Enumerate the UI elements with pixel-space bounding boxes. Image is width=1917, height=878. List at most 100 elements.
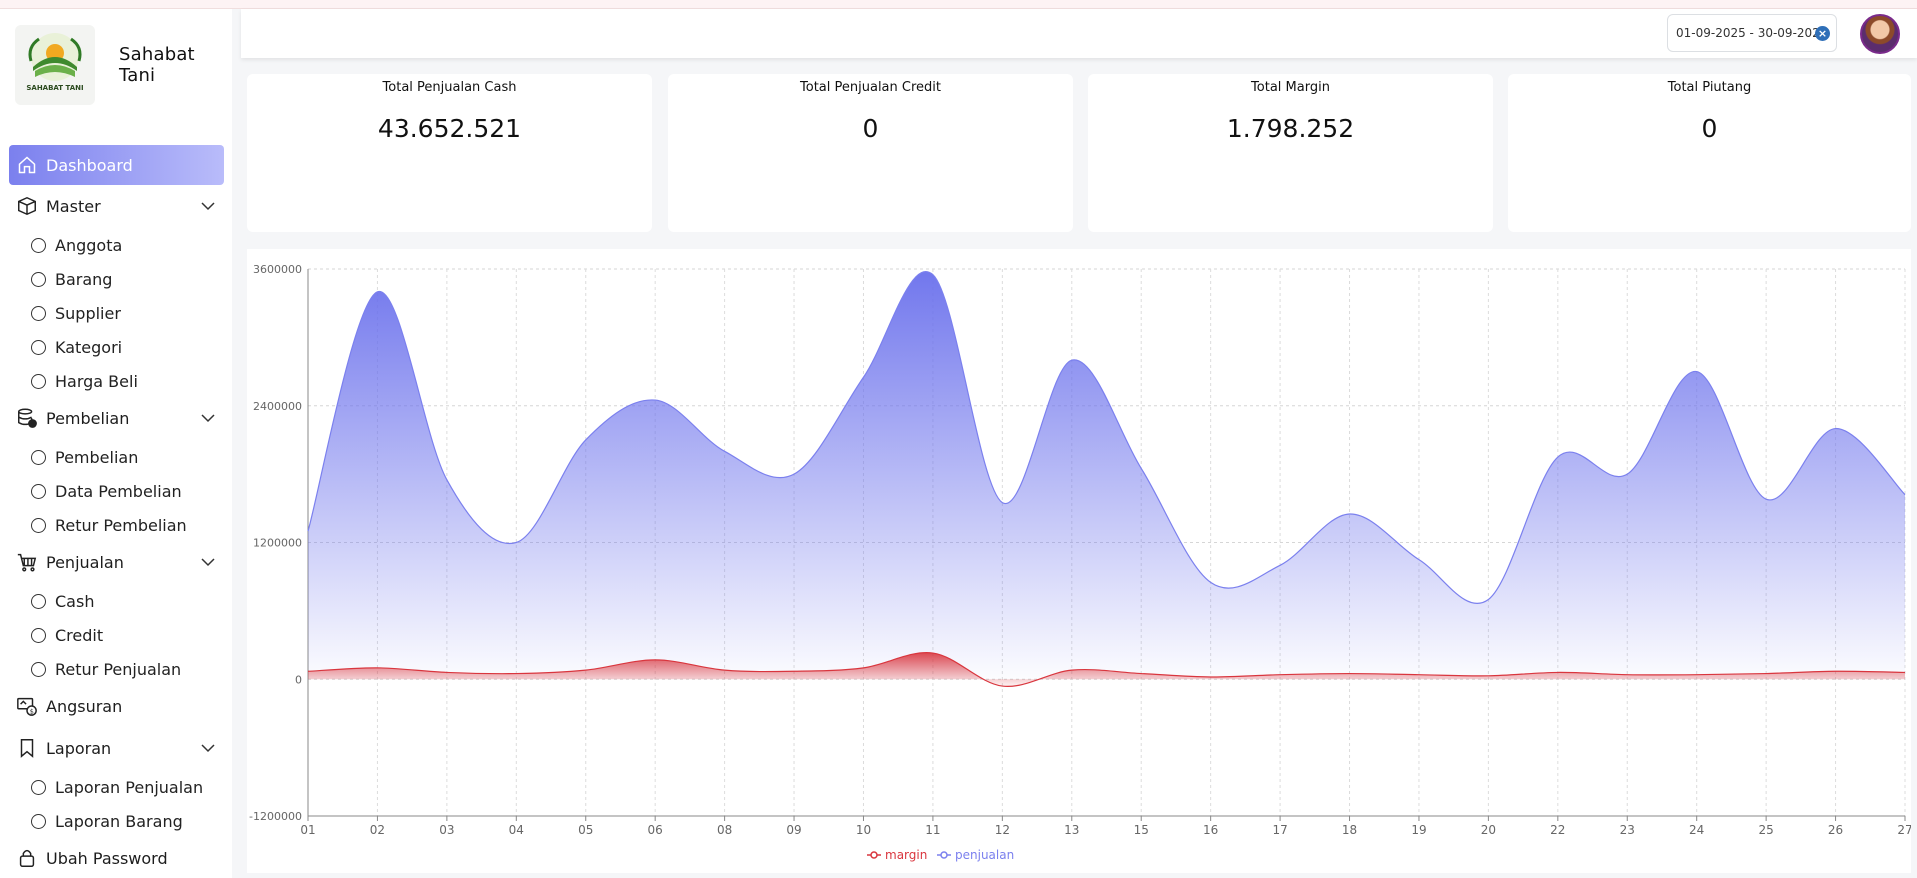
bookmark-icon [16, 737, 38, 759]
sidebar-subitem-retur-penjualan[interactable]: Retur Penjualan [31, 654, 181, 684]
sidebar-item-label: Master [46, 196, 101, 216]
stat-card-label: Total Penjualan Credit [800, 80, 941, 95]
y-tick-label: 1200000 [253, 537, 302, 550]
sidebar-item-label: Pembelian [46, 408, 130, 428]
stat-card-penjualan-cash: Total Penjualan Cash 43.652.521 [247, 74, 652, 232]
x-tick-label: 27 [1897, 823, 1911, 837]
series-area-margin [308, 652, 1905, 687]
chevron-down-icon [201, 744, 215, 753]
circle-icon [31, 661, 46, 677]
sidebar-subitem-label: Cash [55, 591, 95, 611]
cart-icon [16, 551, 38, 573]
x-tick-label: 02 [370, 823, 385, 837]
stat-card-penjualan-credit: Total Penjualan Credit 0 [668, 74, 1073, 232]
installment-icon: $ [16, 695, 38, 717]
chevron-down-icon [201, 202, 215, 211]
circle-icon [31, 305, 46, 321]
sidebar-subitem-barang[interactable]: Barang [31, 264, 112, 294]
x-tick-label: 16 [1203, 823, 1218, 837]
sidebar-item-ubah-password[interactable]: Ubah Password [9, 838, 224, 878]
brand-logo: SAHABAT TANI [15, 25, 95, 105]
x-tick-label: 06 [648, 823, 663, 837]
y-tick-label: 3600000 [253, 263, 302, 276]
sidebar-subitem-cash[interactable]: Cash [31, 586, 94, 616]
sidebar-subitem-label: Credit [55, 625, 104, 645]
x-tick-label: 08 [717, 823, 732, 837]
x-tick-label: 26 [1828, 823, 1843, 837]
clear-icon[interactable]: × [1815, 26, 1830, 41]
x-tick-label: 01 [300, 823, 315, 837]
circle-icon [31, 449, 46, 465]
lock-icon [16, 847, 38, 869]
sidebar-subitem-laporan-penjualan[interactable]: Laporan Penjualan [31, 772, 203, 802]
x-tick-label: 03 [439, 823, 454, 837]
stat-card-label: Total Margin [1251, 80, 1330, 95]
x-tick-label: 25 [1758, 823, 1773, 837]
sales-chart: 3600000 2400000 1200000 0 -1200000 01 02 03 04 05… [247, 249, 1913, 873]
circle-icon [31, 373, 46, 389]
date-range-picker[interactable]: 01-09-2025 - 30-09-2025 × [1667, 14, 1837, 52]
sidebar-subitem-kategori[interactable]: Kategori [31, 332, 122, 362]
x-tick-label: 22 [1550, 823, 1565, 837]
sidebar-subitem-label: Anggota [55, 235, 123, 255]
sidebar-item-master[interactable]: Master [9, 186, 224, 226]
sidebar-subitem-label: Kategori [55, 337, 123, 357]
chevron-down-icon [201, 558, 215, 567]
y-tick-label: -1200000 [249, 810, 302, 823]
series-area-penjualan [308, 271, 1905, 680]
brand[interactable]: SAHABAT TANI Sahabat Tani [15, 22, 230, 108]
sidebar-item-label: Penjualan [46, 552, 124, 572]
sidebar-subitem-label: Retur Pembelian [55, 515, 187, 535]
circle-icon [31, 237, 46, 253]
top-strip [0, 0, 1917, 9]
sidebar-item-angsuran[interactable]: $ Angsuran [9, 686, 224, 726]
x-tick-label: 10 [856, 823, 871, 837]
circle-icon [31, 339, 46, 355]
stat-card-label: Total Piutang [1667, 80, 1752, 95]
database-icon [16, 407, 38, 429]
x-tick-label: 20 [1481, 823, 1496, 837]
home-icon [16, 154, 38, 176]
sidebar-subitem-label: Harga Beli [55, 371, 138, 391]
sidebar-subitem-label: Laporan Barang [55, 811, 183, 831]
avatar[interactable] [1860, 14, 1900, 54]
sidebar-subitem-retur-pembelian[interactable]: Retur Pembelian [31, 510, 187, 540]
sidebar-subitem-label: Retur Penjualan [55, 659, 182, 679]
legend-label: margin [885, 848, 927, 862]
circle-icon [31, 517, 46, 533]
circle-icon [31, 483, 46, 499]
sidebar-item-penjualan[interactable]: Penjualan [9, 542, 224, 582]
sidebar-subitem-harga-beli[interactable]: Harga Beli [31, 366, 138, 396]
sidebar: SAHABAT TANI Sahabat Tani Dashboard Mast… [0, 9, 232, 878]
sidebar-subitem-anggota[interactable]: Anggota [31, 230, 122, 260]
legend-label: penjualan [955, 848, 1014, 862]
x-tick-label: 11 [925, 823, 940, 837]
sidebar-subitem-laporan-barang[interactable]: Laporan Barang [31, 806, 183, 836]
y-tick-label: 0 [295, 673, 302, 686]
sidebar-subitem-label: Barang [55, 269, 113, 289]
sidebar-subitem-supplier[interactable]: Supplier [31, 298, 121, 328]
circle-icon [31, 813, 46, 829]
sidebar-subitem-data-pembelian[interactable]: Data Pembelian [31, 476, 182, 506]
x-tick-label: 05 [578, 823, 593, 837]
x-tick-label: 09 [786, 823, 801, 837]
sidebar-item-dashboard[interactable]: Dashboard [9, 145, 224, 185]
sidebar-item-label: Ubah Password [46, 848, 168, 868]
sidebar-item-label: Angsuran [46, 696, 123, 716]
stat-card-piutang: Total Piutang 0 [1508, 74, 1911, 232]
sidebar-item-label: Dashboard [46, 155, 133, 175]
y-tick-label: 2400000 [253, 400, 302, 413]
logo-text: SAHABAT TANI [26, 84, 84, 92]
series-line-margin [307, 652, 1906, 687]
box-icon [16, 195, 38, 217]
svg-text:$: $ [30, 707, 34, 715]
date-range-value: 01-09-2025 - 30-09-2025 [1676, 26, 1828, 40]
sidebar-subitem-label: Supplier [55, 303, 121, 323]
sidebar-subitem-pembelian[interactable]: Pembelian [31, 442, 138, 472]
sidebar-subitem-credit[interactable]: Credit [31, 620, 103, 650]
stat-card-value: 43.652.521 [377, 114, 522, 143]
sidebar-item-pembelian[interactable]: Pembelian [9, 398, 224, 438]
sidebar-item-laporan[interactable]: Laporan [9, 728, 224, 768]
stat-card-value: 1.798.252 [1226, 114, 1355, 143]
